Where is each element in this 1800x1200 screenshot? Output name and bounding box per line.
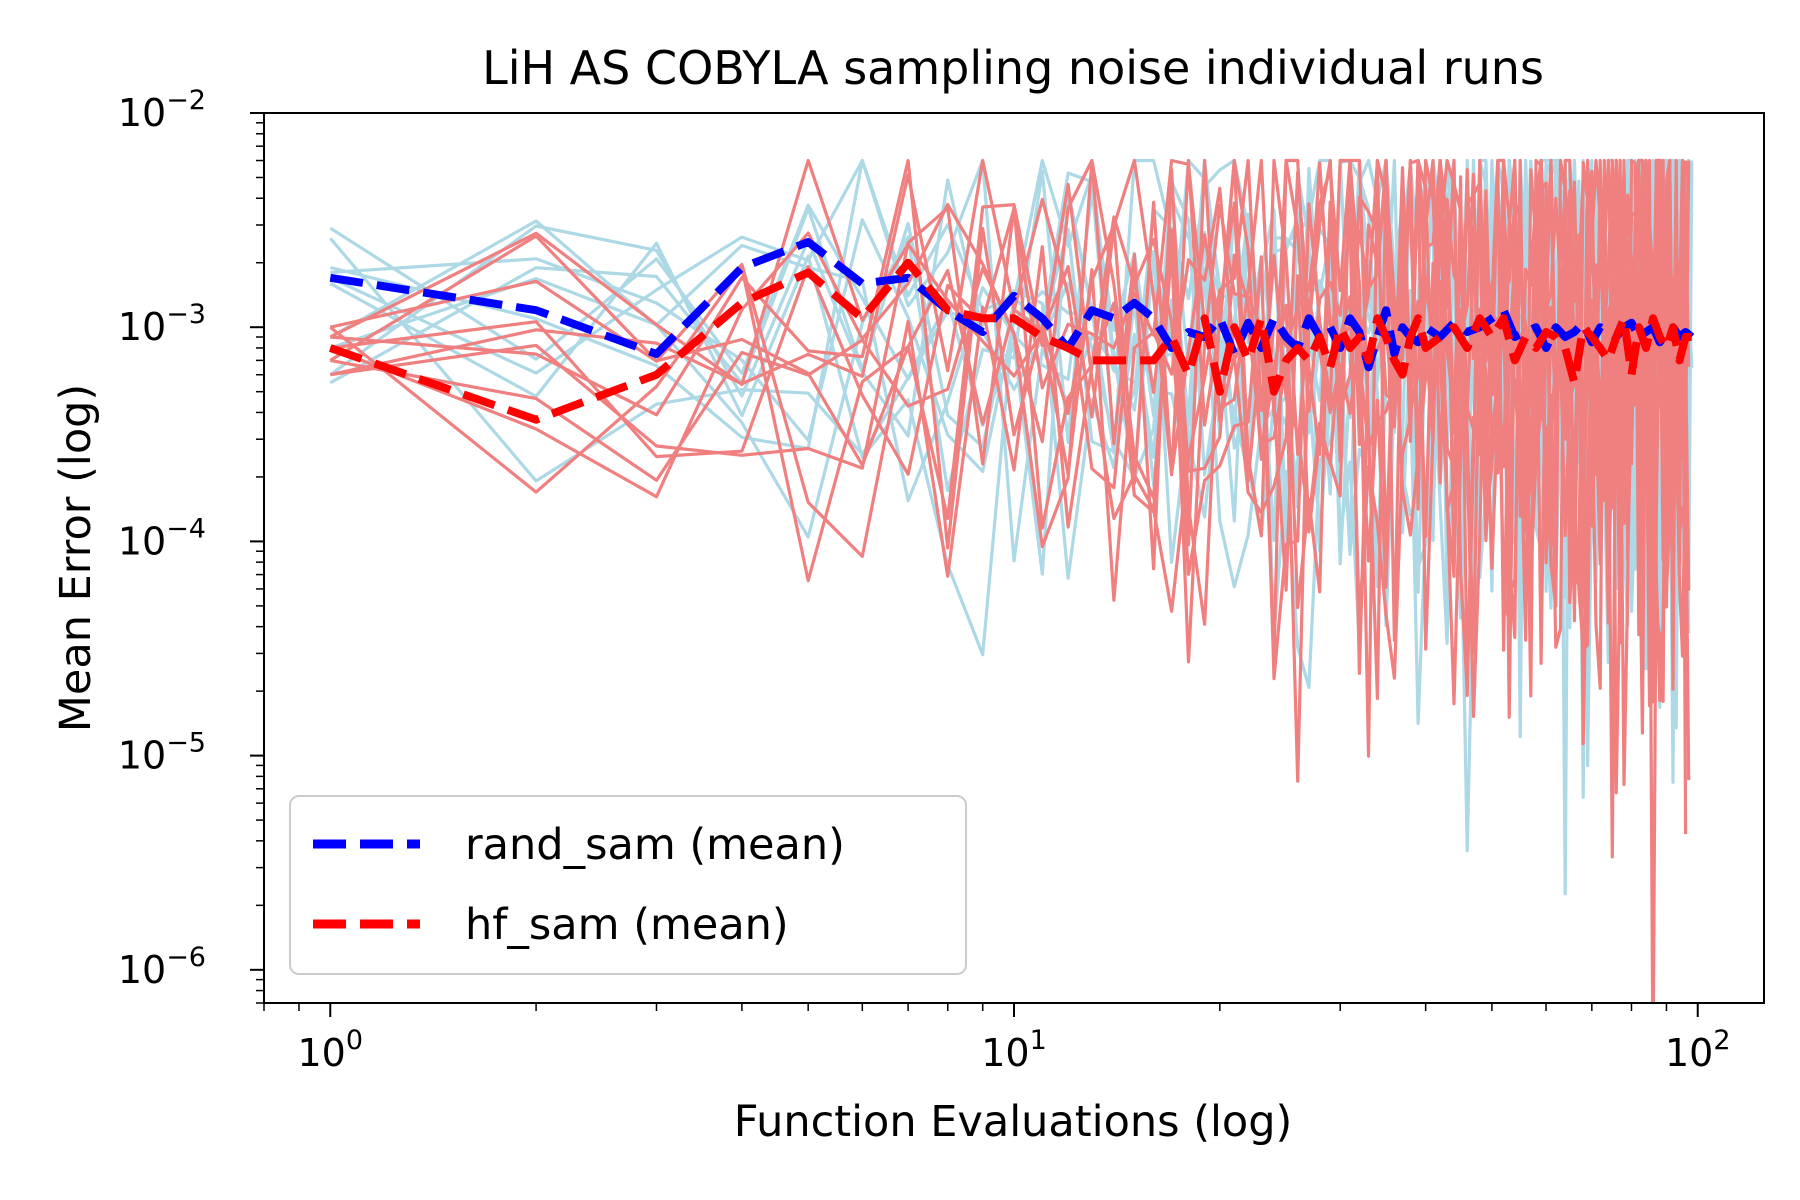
y-axis: 10−210−310−410−510−6 xyxy=(118,85,264,1004)
legend: rand_sam (mean) hf_sam (mean) xyxy=(289,795,967,975)
x-axis-label: Function Evaluations (log) xyxy=(734,1097,1293,1147)
y-tick-label: 10−6 xyxy=(118,942,206,992)
y-axis-label: Mean Error (log) xyxy=(51,384,101,732)
hf-sam-mean-line xyxy=(328,258,1692,424)
legend-box xyxy=(289,795,967,975)
individual-runs xyxy=(329,158,1694,1003)
chart-title: LiH AS COBYLA sampling noise individual … xyxy=(482,41,1544,95)
legend-label-rand-sam: rand_sam (mean) xyxy=(465,820,845,870)
mean-lines xyxy=(328,238,1695,424)
legend-label-hf-sam: hf_sam (mean) xyxy=(465,900,789,950)
hf-sam-run-line xyxy=(329,158,1688,719)
hf-sam-run-line xyxy=(330,158,1691,758)
x-tick-label: 102 xyxy=(1665,1025,1731,1075)
